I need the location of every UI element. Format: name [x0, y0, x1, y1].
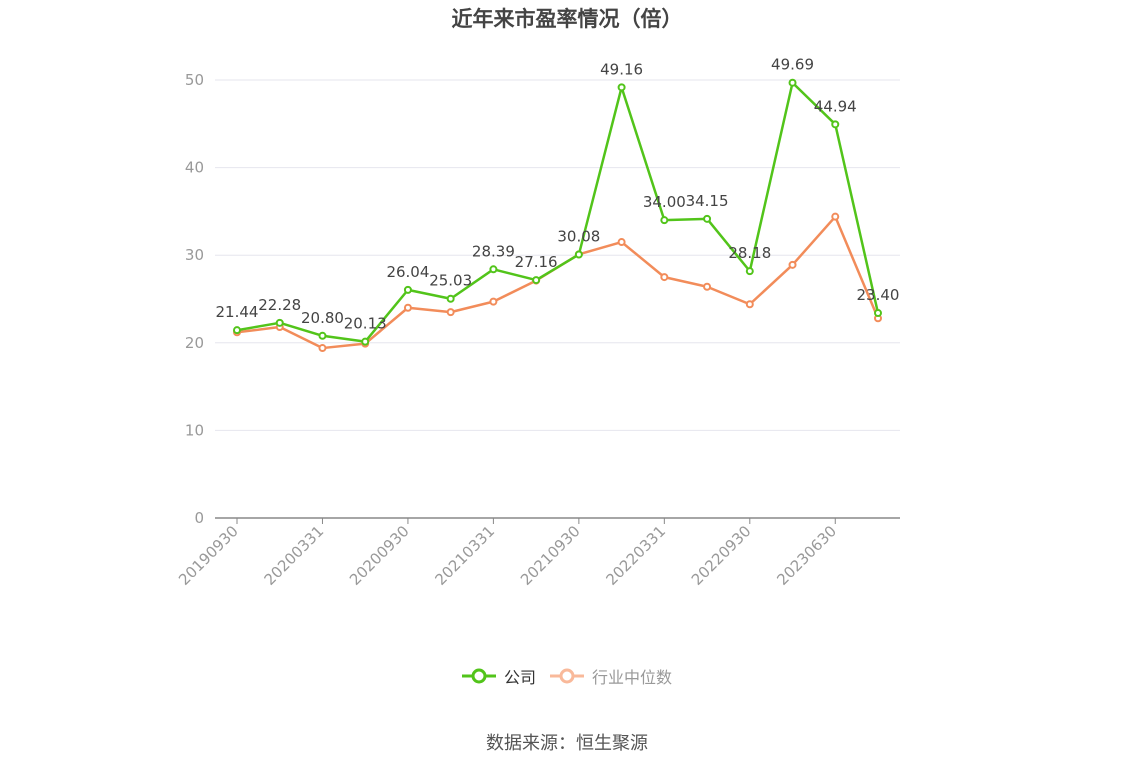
x-tick-label: 20220331	[602, 522, 669, 589]
data-label-company: 21.44	[216, 303, 259, 321]
data-label-company: 20.13	[344, 315, 387, 333]
data-point-industry	[318, 344, 327, 353]
data-point-industry	[489, 297, 498, 306]
y-tick-label: 0	[194, 509, 204, 527]
data-point-company	[574, 250, 583, 259]
data-label-company: 20.80	[301, 309, 344, 327]
grid-lines	[215, 79, 900, 431]
data-point-company	[275, 318, 284, 327]
data-point-industry	[703, 282, 712, 291]
legend-label-company: 公司	[503, 668, 536, 687]
y-tick-label: 10	[185, 421, 204, 439]
x-tick-label: 20220930	[688, 522, 755, 589]
x-tick-label: 20210331	[432, 522, 499, 589]
series-lines	[233, 78, 882, 353]
data-point-industry	[446, 308, 455, 317]
data-point-company	[660, 216, 669, 225]
x-tick-label: 20190930	[175, 522, 242, 589]
data-point-industry	[831, 212, 840, 221]
data-point-company	[403, 285, 412, 294]
legend: 公司 行业中位数	[0, 664, 1134, 688]
data-point-industry	[403, 303, 412, 312]
data-label-company: 34.15	[686, 192, 729, 210]
data-label-company: 28.39	[472, 242, 515, 260]
y-tick-label: 20	[185, 334, 204, 352]
data-label-company: 49.16	[600, 60, 643, 78]
data-point-company	[745, 267, 754, 276]
data-label-company: 44.94	[814, 97, 857, 115]
legend-label-industry: 行业中位数	[592, 668, 673, 687]
data-point-company	[233, 326, 241, 335]
data-label-company: 23.40	[857, 286, 900, 304]
data-point-company	[489, 265, 498, 274]
data-label-company: 22.28	[258, 296, 301, 314]
data-point-industry	[617, 238, 626, 247]
data-label-company: 25.03	[429, 272, 472, 290]
data-point-company	[788, 78, 797, 87]
y-tick-label: 40	[185, 159, 204, 177]
x-tick-label: 20200331	[261, 522, 328, 589]
legend-item-company[interactable]: 公司	[461, 664, 536, 688]
x-tick-label: 20200930	[346, 522, 413, 589]
legend-item-industry[interactable]: 行业中位数	[550, 664, 672, 688]
series-line-company	[236, 81, 880, 343]
x-tick-label: 20210930	[517, 522, 584, 589]
source-note: 数据来源：恒生聚源	[486, 733, 648, 754]
data-point-company	[318, 331, 327, 340]
data-label-company: 34.00	[643, 193, 686, 211]
data-point-company	[874, 309, 882, 318]
data-point-industry	[745, 300, 754, 309]
data-point-company	[703, 214, 712, 223]
data-label-company: 27.16	[515, 253, 558, 271]
x-tick-label: 20230630	[773, 522, 840, 589]
data-point-company	[617, 83, 626, 92]
chart-title: 近年来市盈率情况（倍）	[451, 7, 683, 31]
y-tick-label: 30	[185, 246, 204, 264]
data-point-company	[361, 337, 370, 346]
legend-marker-industry	[550, 668, 584, 684]
data-point-company	[446, 294, 455, 303]
data-label-company: 28.18	[728, 244, 771, 262]
y-tick-label: 50	[185, 71, 204, 89]
data-point-industry	[788, 260, 797, 269]
data-label-company: 26.04	[386, 263, 429, 281]
data-point-company	[532, 276, 541, 285]
data-label-company: 49.69	[771, 56, 814, 74]
data-point-industry	[660, 273, 669, 282]
data-label-company: 30.08	[557, 227, 600, 245]
data-point-company	[831, 120, 840, 129]
legend-marker-company	[461, 668, 496, 684]
